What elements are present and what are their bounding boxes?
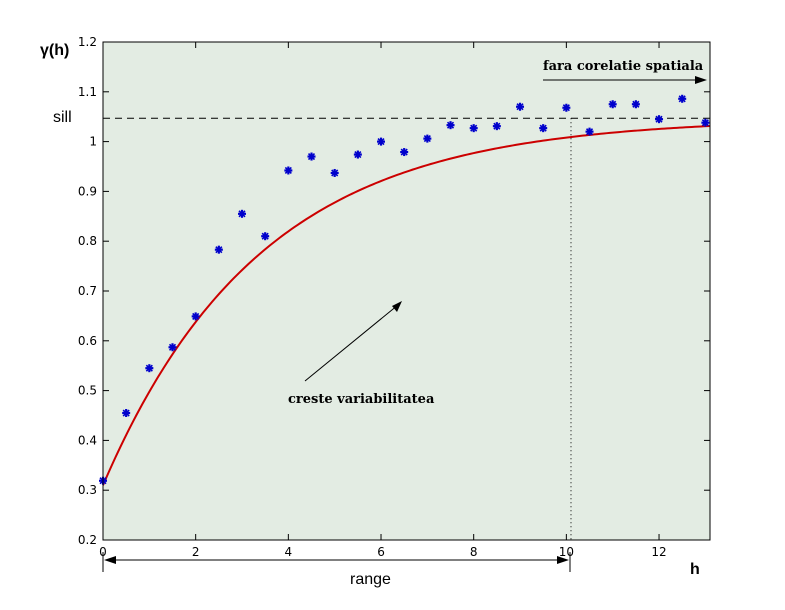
fitted-model-curve bbox=[103, 124, 710, 486]
data-point bbox=[400, 148, 409, 157]
no-correlation-arrow bbox=[543, 76, 707, 84]
no-correlation-label: fara corelatie spatiala bbox=[543, 59, 704, 74]
y-tick-label: 1.2 bbox=[78, 35, 97, 49]
y-tick-label: 0.5 bbox=[78, 384, 97, 398]
data-point bbox=[330, 168, 339, 177]
y-tick-label: 0.7 bbox=[78, 284, 97, 298]
plot-border bbox=[102, 41, 711, 541]
y-tick-label: 0.9 bbox=[78, 184, 97, 198]
range-arrow bbox=[102, 552, 571, 572]
y-axis-label: γ(h) bbox=[40, 42, 69, 59]
x-tick-label: 2 bbox=[192, 545, 200, 559]
data-point bbox=[701, 118, 710, 127]
x-tick-label: 10 bbox=[559, 545, 574, 559]
x-tick-label: 4 bbox=[285, 545, 293, 559]
x-axis-label: h bbox=[690, 561, 700, 578]
data-point bbox=[168, 343, 177, 352]
y-tick-label: 0.6 bbox=[78, 334, 97, 348]
data-point bbox=[353, 150, 362, 159]
x-tick-label: 6 bbox=[377, 545, 385, 559]
x-tick-label: 12 bbox=[651, 545, 666, 559]
data-point bbox=[539, 124, 548, 133]
increase-arrow bbox=[304, 301, 402, 382]
data-point bbox=[284, 166, 293, 175]
data-point bbox=[377, 137, 386, 146]
experimental-points bbox=[99, 94, 710, 485]
y-tick-label: 1 bbox=[89, 135, 97, 149]
sill-label: sill bbox=[53, 109, 72, 126]
data-point bbox=[145, 364, 154, 373]
y-axis-ticks: 0.2 0.3 0.4 0.5 0.6 0.7 0.8 0.9 1 1.1 1.2 bbox=[78, 35, 710, 547]
data-point bbox=[122, 409, 131, 418]
data-point bbox=[469, 124, 478, 133]
data-point bbox=[238, 209, 247, 218]
y-tick-label: 0.4 bbox=[78, 433, 97, 447]
data-point bbox=[307, 152, 316, 161]
data-point bbox=[678, 94, 687, 103]
plot-area bbox=[103, 42, 710, 540]
range-label: range bbox=[350, 571, 391, 588]
y-tick-label: 0.2 bbox=[78, 533, 97, 547]
data-point bbox=[214, 245, 223, 254]
data-point bbox=[608, 100, 617, 109]
data-point bbox=[191, 312, 200, 321]
data-point bbox=[261, 232, 270, 241]
data-point bbox=[562, 103, 571, 112]
data-point bbox=[631, 100, 640, 109]
data-point bbox=[446, 121, 455, 130]
data-point bbox=[516, 102, 525, 111]
y-tick-label: 0.8 bbox=[78, 234, 97, 248]
increase-label: creste variabilitatea bbox=[288, 392, 435, 407]
data-point bbox=[423, 134, 432, 143]
data-point bbox=[585, 127, 594, 136]
data-point bbox=[492, 122, 501, 131]
x-tick-label: 8 bbox=[470, 545, 478, 559]
y-tick-label: 0.3 bbox=[78, 483, 97, 497]
data-point bbox=[655, 115, 664, 124]
y-tick-label: 1.1 bbox=[78, 85, 97, 99]
